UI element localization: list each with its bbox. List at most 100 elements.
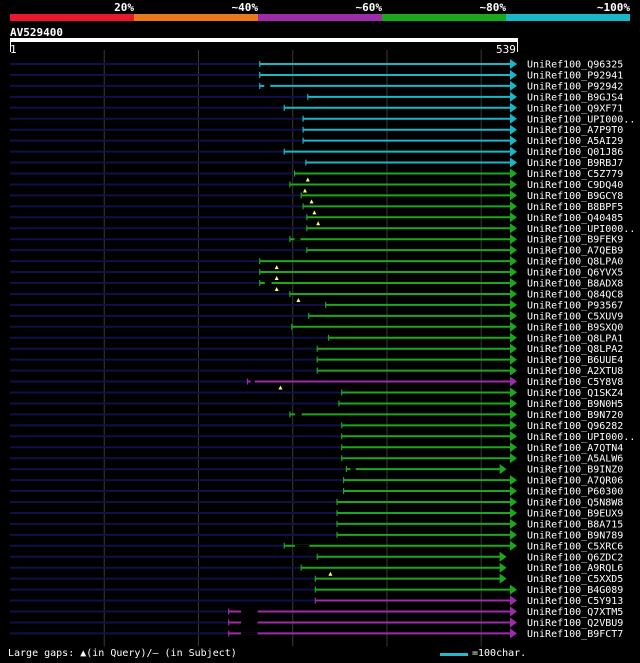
legend-label-80: ~80% <box>479 1 507 14</box>
hit-label[interactable]: UniRef100_P92941 <box>527 70 623 81</box>
query-gap-marker <box>316 221 321 226</box>
hit-label[interactable]: UniRef100_UPI000.. <box>527 114 635 125</box>
legend-segment-20 <box>10 14 134 21</box>
hit-label[interactable]: UniRef100_A5ALW6 <box>527 454 623 465</box>
hit-arrow <box>510 518 517 529</box>
hit-arrow <box>510 288 517 299</box>
query-gap-marker <box>274 287 279 291</box>
hit-label[interactable]: UniRef100_C5XRC6 <box>527 541 623 552</box>
hit-arrow <box>510 409 517 420</box>
scale-tick-end <box>517 42 518 52</box>
hit-arrow <box>499 464 507 475</box>
hit-arrow <box>510 80 517 91</box>
query-name: AV529400 <box>10 26 63 39</box>
hit-label[interactable]: UniRef100_B4G089 <box>527 585 623 596</box>
hit-arrow <box>510 376 517 387</box>
hit-label[interactable]: UniRef100_Q6YVX5 <box>527 268 623 279</box>
hit-label[interactable]: UniRef100_B9RBJ7 <box>527 158 623 169</box>
hit-label[interactable]: UniRef100_B9FEK9 <box>527 235 623 246</box>
hit-label[interactable]: UniRef100_B9GJS4 <box>527 92 623 103</box>
hit-label[interactable]: UniRef100_B9N720 <box>527 410 623 421</box>
hit-arrow <box>510 453 517 464</box>
scale-tick-start <box>10 42 11 52</box>
hit-arrow <box>510 157 517 168</box>
hit-label[interactable]: UniRef100_Q1SKZ4 <box>527 388 623 399</box>
legend-segment-80 <box>382 14 506 21</box>
hit-arrow <box>510 179 517 190</box>
hit-arrow <box>499 562 507 573</box>
hit-label[interactable]: UniRef100_C5XUV9 <box>527 311 623 322</box>
hit-arrow <box>510 223 517 234</box>
hit-label[interactable]: UniRef100_B9GCY8 <box>527 191 623 202</box>
hit-label[interactable]: UniRef100_P92942 <box>527 81 623 92</box>
hit-label[interactable]: UniRef100_A2XTU8 <box>527 366 623 377</box>
identity-color-legend <box>10 14 630 21</box>
hit-label[interactable]: UniRef100_A7QTN4 <box>527 443 623 454</box>
legend-label-60: ~60% <box>355 1 383 14</box>
hit-label[interactable]: UniRef100_C9DQ40 <box>527 180 623 191</box>
hit-label[interactable]: UniRef100_B9N0H5 <box>527 399 623 410</box>
hit-label[interactable]: UniRef100_Q01J86 <box>527 147 623 158</box>
hit-arrow <box>510 267 517 278</box>
hit-arrow <box>510 245 517 256</box>
hit-label[interactable]: UniRef100_Q8LPA2 <box>527 344 623 355</box>
query-gap-marker <box>296 297 301 302</box>
hit-label[interactable]: UniRef100_A7P9T0 <box>527 125 623 136</box>
query-gap-marker <box>302 188 307 193</box>
hit-label[interactable]: UniRef100_A7QR06 <box>527 476 623 487</box>
hit-label[interactable]: UniRef100_Q8LPA0 <box>527 257 623 268</box>
hit-label[interactable]: UniRef100_Q7XTM5 <box>527 607 623 618</box>
hit-arrow <box>510 540 517 551</box>
hit-label[interactable]: UniRef100_Q96282 <box>527 421 623 432</box>
hit-label[interactable]: UniRef100_UPI000.. <box>527 432 635 443</box>
hit-arrow <box>510 617 517 628</box>
hit-label[interactable]: UniRef100_C5Y913 <box>527 596 623 607</box>
hit-label[interactable]: UniRef100_B9N789 <box>527 530 623 541</box>
hit-label[interactable]: UniRef100_Q84QC8 <box>527 289 623 300</box>
hit-arrow <box>510 102 517 113</box>
hit-label[interactable]: UniRef100_Q96325 <box>527 60 623 71</box>
query-gap-marker <box>309 199 314 204</box>
hit-label[interactable]: UniRef100_Q5N8W8 <box>527 498 623 509</box>
hit-arrow <box>510 595 517 606</box>
hit-arrow <box>499 551 507 562</box>
hit-label[interactable]: UniRef100_Q8LPA1 <box>527 333 623 344</box>
hit-label[interactable]: UniRef100_A9RQL6 <box>527 563 623 574</box>
scale-start-label: 1 <box>10 43 17 56</box>
hit-label[interactable]: UniRef100_C5Z779 <box>527 169 623 180</box>
hit-arrow <box>510 529 517 540</box>
hit-label[interactable]: UniRef100_B8A715 <box>527 519 623 530</box>
legend-label-100: ~100% <box>596 1 630 14</box>
hit-arrow <box>510 146 517 157</box>
hit-label[interactable]: UniRef100_B9EUX9 <box>527 508 623 519</box>
hit-label[interactable]: UniRef100_UPI000.. <box>527 224 635 235</box>
hit-arrow <box>510 212 517 223</box>
hit-label[interactable]: UniRef100_A7QEB9 <box>527 246 623 257</box>
hit-arrow <box>510 486 517 497</box>
hit-label[interactable]: UniRef100_Q2VBU9 <box>527 618 623 629</box>
hit-label[interactable]: UniRef100_B8ADX8 <box>527 279 623 290</box>
hit-label[interactable]: UniRef100_P93567 <box>527 300 623 311</box>
hit-arrow <box>510 354 517 365</box>
hit-label[interactable]: UniRef100_C5Y8V8 <box>527 377 623 388</box>
hit-label[interactable]: UniRef100_Q9XF71 <box>527 103 623 114</box>
hit-arrow <box>510 398 517 409</box>
query-bar <box>10 38 518 42</box>
hit-label[interactable]: UniRef100_Q6ZDC2 <box>527 552 623 563</box>
hit-label[interactable]: UniRef100_B9INZ0 <box>527 465 623 476</box>
hit-label[interactable]: UniRef100_B9FCT7 <box>527 629 623 640</box>
legend-labels: 20% ~40% ~60% ~80% ~100% <box>0 0 640 14</box>
query-gap-marker <box>274 276 279 281</box>
hit-label[interactable]: UniRef100_B6UUE4 <box>527 355 623 366</box>
hit-label[interactable]: UniRef100_P60300 <box>527 487 623 498</box>
hit-label[interactable]: UniRef100_C5XXD5 <box>527 574 623 585</box>
legend-segment-100 <box>506 14 630 21</box>
hit-label[interactable]: UniRef100_Q40485 <box>527 213 623 224</box>
legend-segment-60 <box>258 14 382 21</box>
hit-label[interactable]: UniRef100_A5AI29 <box>527 136 623 147</box>
hit-label[interactable]: UniRef100_B8BPF5 <box>527 202 623 213</box>
hit-arrow <box>510 234 517 245</box>
hit-label[interactable]: UniRef100_B9SXQ0 <box>527 322 623 333</box>
hit-arrow <box>510 201 517 212</box>
hit-arrow <box>510 168 517 179</box>
